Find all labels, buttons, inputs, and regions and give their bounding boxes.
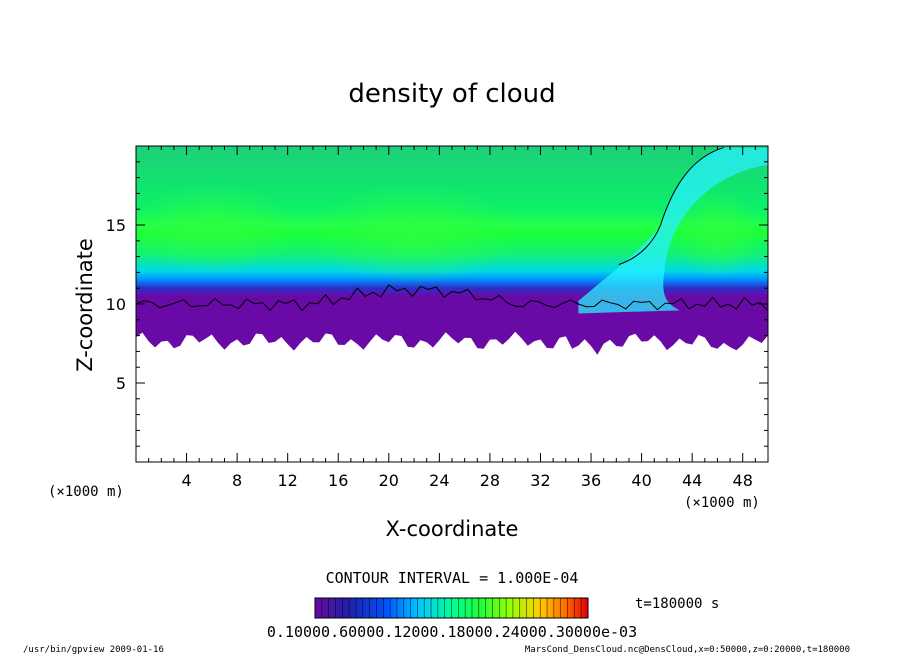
x-tick-label: 8 [232,471,242,490]
y-tick-label: 5 [116,374,126,393]
x-tick-labels: 4 8 12 16 20 24 28 32 36 40 44 48 [181,471,752,490]
x-tick-label: 40 [631,471,651,490]
contour-plume-left [618,147,724,265]
plot-area [136,146,768,355]
z-unit-label: (×1000 m) [48,484,124,500]
x-tick-label: 28 [480,471,500,490]
x-tick-label: 24 [429,471,449,490]
x-tick-label: 36 [581,471,601,490]
density-blob-center [304,182,525,283]
footer-program: /usr/bin/gpview 2009-01-16 [23,645,164,654]
axis-ticks [136,146,768,462]
colorbar-ticks [321,598,582,618]
footer-source: MarsCond_DensCloud.nc@DensCloud,x=0:5000… [525,645,850,654]
x-tick-label: 44 [682,471,702,490]
contour-interval-text: CONTOUR INTERVAL = 1.000E-04 [326,569,579,587]
cloud-plume [578,147,768,314]
density-blob-right [672,187,763,278]
x-tick-label: 32 [530,471,550,490]
contour-cloud-top [136,284,768,312]
x-axis-label: X-coordinate [386,517,519,541]
x-tick-label: 12 [278,471,298,490]
x-unit-label: (×1000 m) [684,495,760,511]
chart-title: density of cloud [348,79,555,109]
density-blob-left [136,183,302,274]
x-tick-label: 48 [733,471,753,490]
y-tick-label: 15 [106,216,126,235]
x-tick-label: 4 [181,471,191,490]
y-axis-label: Z-coordinate [73,238,97,372]
x-tick-label: 20 [379,471,399,490]
y-tick-label: 10 [106,295,126,314]
y-tick-labels: 5 10 15 [106,216,126,393]
time-label: t=180000 s [635,596,719,612]
colorbar-labels: 0.10000.60000.12000.18000.24000.30000e-0… [267,623,637,641]
x-tick-label: 16 [328,471,348,490]
